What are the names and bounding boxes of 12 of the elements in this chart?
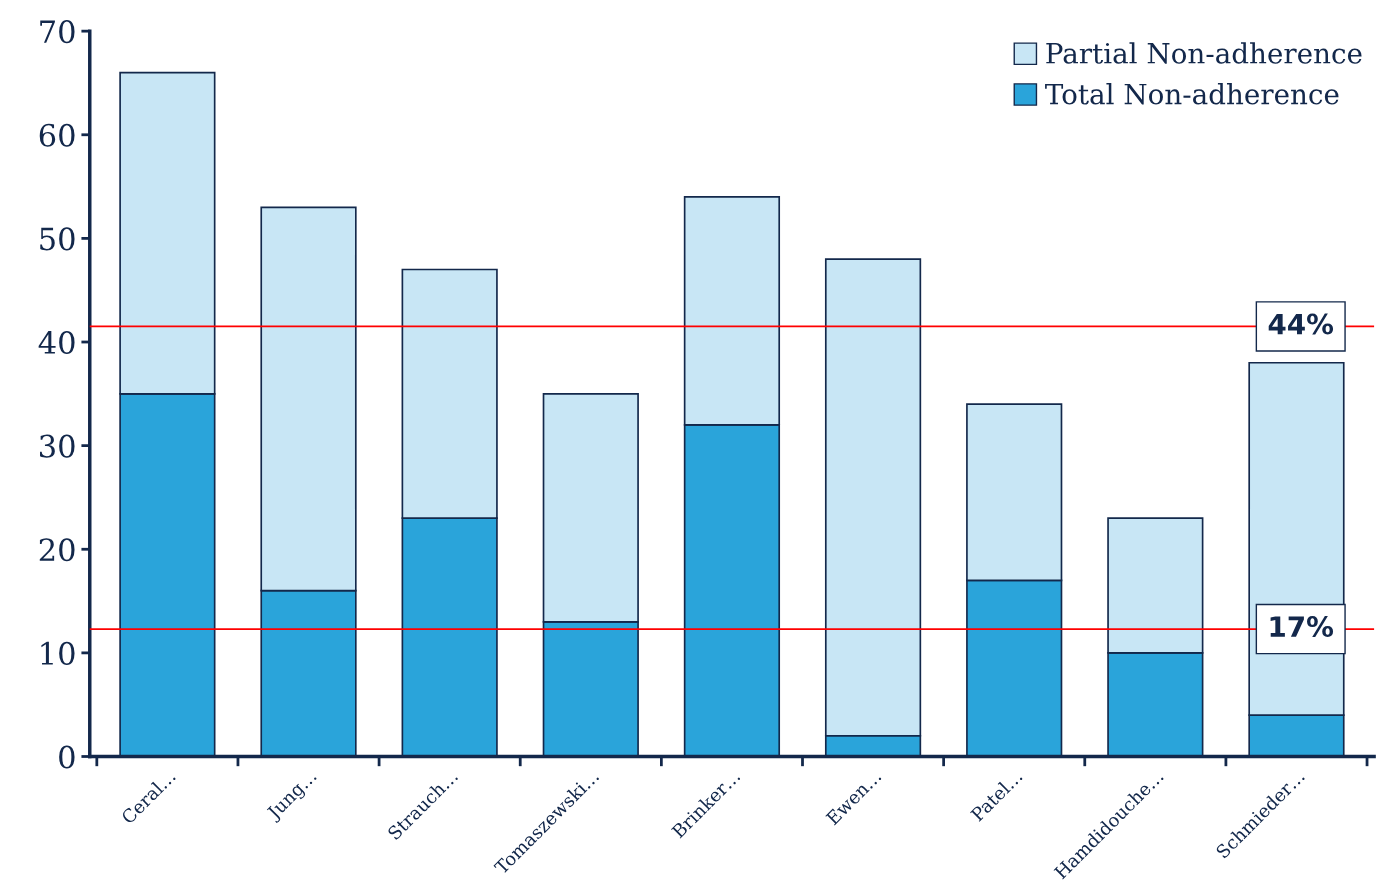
legend-label: Total Non-adherence bbox=[1045, 83, 1339, 105]
y-tick-label: 50 bbox=[40, 227, 75, 251]
y-tick-label: 70 bbox=[40, 20, 75, 44]
y-tick-label: 10 bbox=[41, 641, 75, 665]
y-tick-label: 0 bbox=[59, 745, 75, 769]
annotation: 44% bbox=[1268, 313, 1334, 335]
y-tick-label: 30 bbox=[40, 434, 75, 458]
y-tick-label: 40 bbox=[38, 330, 75, 355]
legend-label: Partial Non-adherence bbox=[1046, 42, 1362, 64]
annotation: 17% bbox=[1270, 616, 1334, 638]
y-tick-label: 60 bbox=[39, 123, 75, 147]
y-tick-label: 20 bbox=[39, 538, 75, 562]
